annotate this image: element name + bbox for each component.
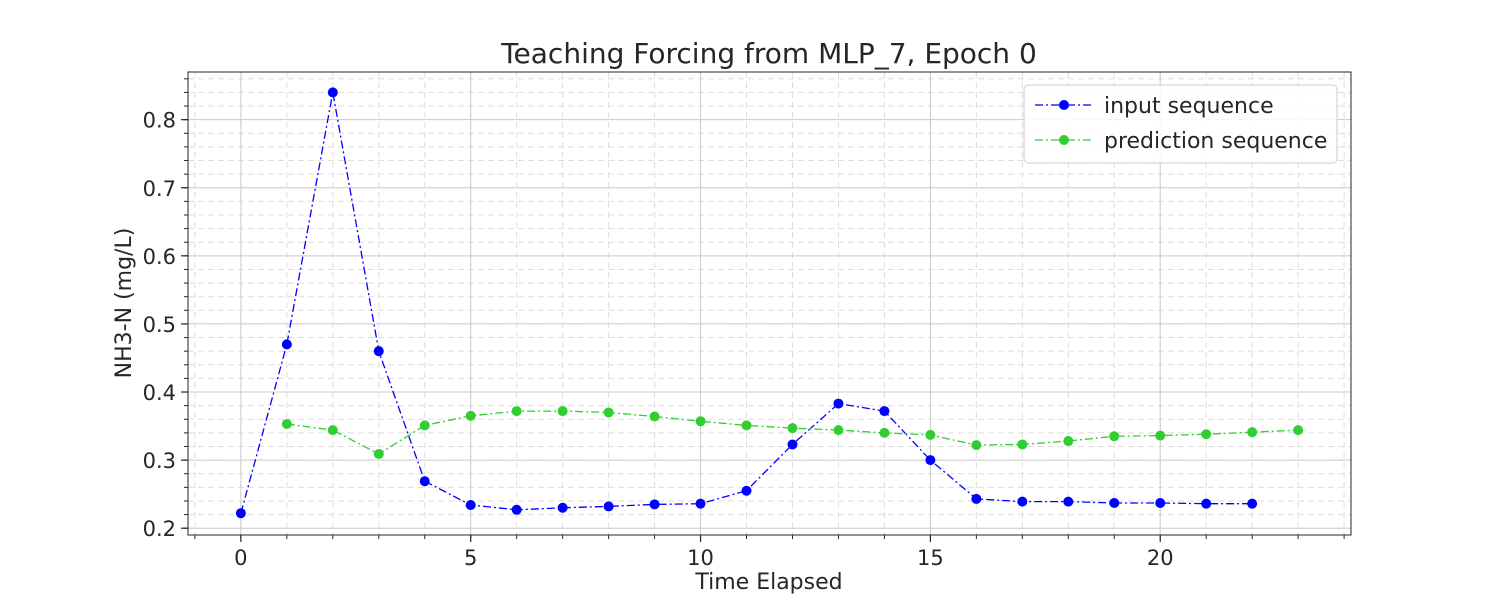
legend-label-prediction-sequence: prediction sequence — [1104, 129, 1327, 154]
input-sequence-point — [879, 406, 890, 417]
prediction-sequence-point — [649, 411, 660, 422]
x-tick-label: 10 — [687, 546, 714, 570]
y-tick-label: 0.8 — [143, 109, 176, 133]
prediction-sequence-point — [1247, 427, 1258, 438]
input-sequence-point — [235, 508, 246, 519]
input-sequence-point — [1017, 496, 1028, 507]
prediction-sequence-point — [1155, 430, 1166, 441]
prediction-sequence-point — [603, 407, 614, 418]
plot-series — [235, 87, 1304, 519]
y-tick-label: 0.2 — [143, 517, 176, 541]
input-sequence-line — [240, 92, 1253, 514]
input-sequence-point — [603, 501, 614, 512]
y-tick-label: 0.7 — [143, 177, 176, 201]
input-sequence-point — [373, 346, 384, 357]
y-tick-label: 0.3 — [143, 449, 176, 473]
input-sequence-point — [833, 398, 844, 409]
x-tick-label: 20 — [1147, 546, 1174, 570]
prediction-sequence-point — [327, 425, 338, 436]
y-tick-label: 0.4 — [143, 381, 176, 405]
input-sequence-point — [1155, 497, 1166, 508]
prediction-sequence-point — [1017, 439, 1028, 450]
prediction-sequence-point — [741, 420, 752, 431]
x-tick-label: 5 — [464, 546, 477, 570]
x-axis-label: Time Elapsed — [694, 570, 842, 595]
input-sequence-point — [741, 485, 752, 496]
input-sequence-point — [649, 499, 660, 510]
input-sequence-point — [419, 476, 430, 487]
input-sequence-point — [971, 493, 982, 504]
prediction-sequence-point — [833, 425, 844, 436]
prediction-sequence-point — [281, 419, 292, 430]
prediction-sequence-point — [1201, 429, 1212, 440]
prediction-sequence-point — [1293, 425, 1304, 436]
major-grid — [188, 72, 1351, 535]
prediction-sequence-point — [557, 406, 568, 417]
input-sequence-point — [327, 87, 338, 98]
input-sequence-point — [695, 498, 706, 509]
prediction-sequence-point — [787, 423, 798, 434]
legend-swatch-marker — [1059, 100, 1069, 110]
input-sequence-point — [511, 504, 522, 515]
prediction-sequence-line — [286, 410, 1299, 455]
prediction-sequence-point — [971, 440, 982, 451]
input-sequence-point — [465, 500, 476, 511]
prediction-sequence-point — [1063, 436, 1074, 447]
prediction-sequence-point — [373, 448, 384, 459]
legend-swatch-marker — [1059, 135, 1069, 145]
prediction-sequence-point — [1109, 431, 1120, 442]
legend-box — [1023, 84, 1338, 164]
axis-ticks: 0 5 10 15 20 0.2 0.3 0.4 0.5 0.6 0.7 0.8 — [143, 78, 1345, 570]
y-axis-label: NH3-N (mg/L) — [112, 228, 137, 379]
input-sequence-point — [925, 455, 936, 466]
y-tick-label: 0.5 — [143, 313, 176, 337]
prediction-sequence-point — [419, 420, 430, 431]
chart-title: Teaching Forcing from MLP_7, Epoch 0 — [500, 37, 1037, 70]
input-sequence-point — [1063, 496, 1074, 507]
prediction-sequence-point — [465, 410, 476, 421]
legend: input sequence prediction sequence — [1023, 84, 1338, 164]
prediction-sequence-point — [879, 427, 890, 438]
y-tick-label: 0.6 — [143, 245, 176, 269]
input-sequence-point — [1247, 498, 1258, 509]
input-sequence-point — [281, 339, 292, 350]
prediction-sequence-point — [695, 416, 706, 427]
prediction-sequence-point — [511, 406, 522, 417]
x-tick-label: 15 — [917, 546, 944, 570]
legend-label-input-sequence: input sequence — [1104, 94, 1274, 119]
input-sequence-point — [1109, 497, 1120, 508]
input-sequence-point — [1201, 498, 1212, 509]
input-sequence-point — [787, 439, 798, 450]
x-tick-label: 0 — [234, 546, 247, 570]
input-sequence-point — [557, 502, 568, 513]
prediction-sequence-point — [925, 429, 936, 440]
plot-frame — [187, 71, 1352, 536]
